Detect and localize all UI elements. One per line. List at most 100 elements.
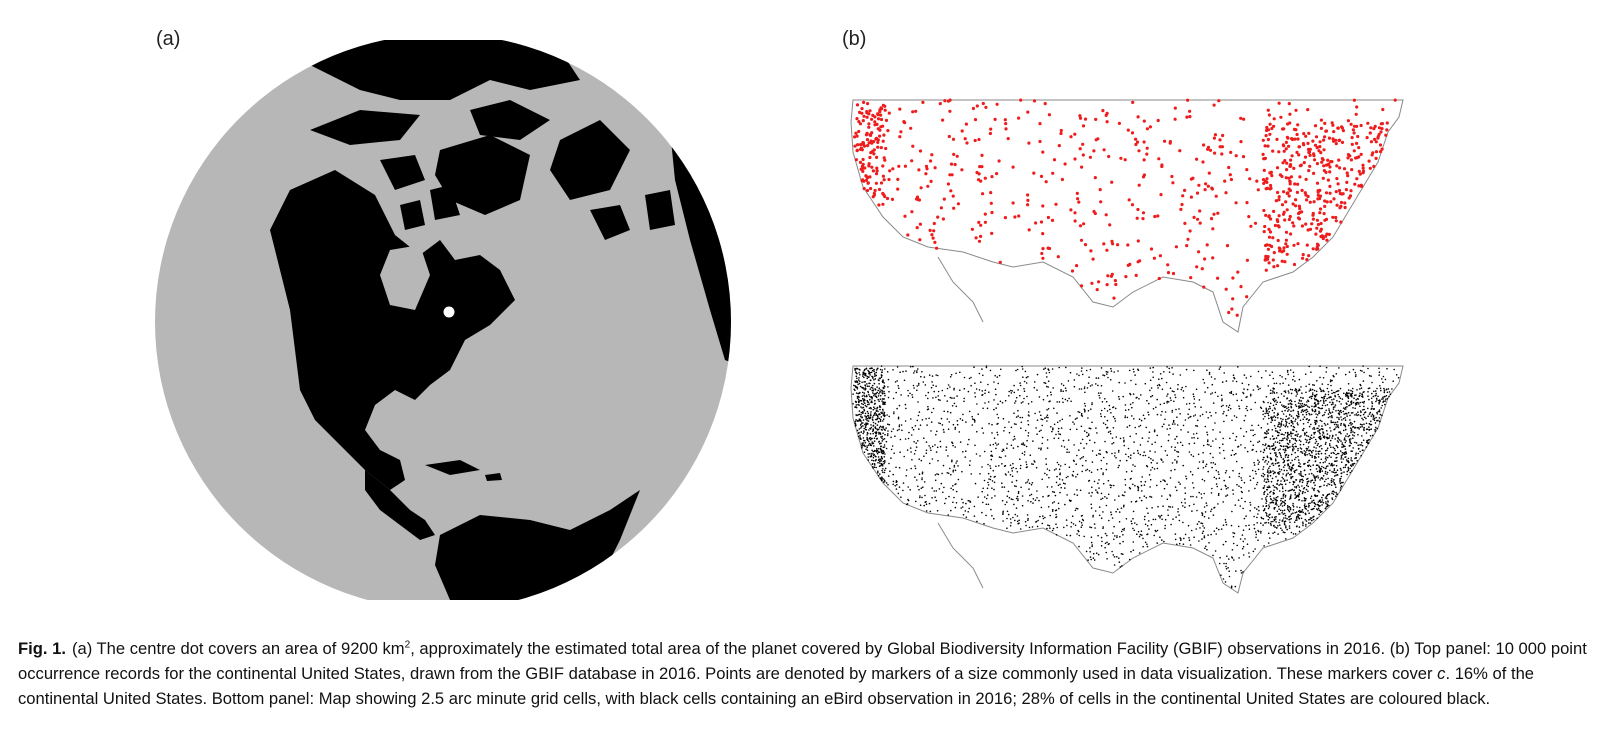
map-point bbox=[1332, 197, 1336, 201]
map-point bbox=[1107, 479, 1110, 482]
map-point bbox=[973, 366, 975, 368]
map-point bbox=[1316, 517, 1318, 520]
map-point bbox=[1002, 417, 1005, 420]
map-point bbox=[1034, 499, 1037, 501]
map-point bbox=[1300, 448, 1303, 450]
map-point bbox=[1041, 522, 1044, 525]
map-point bbox=[989, 127, 993, 131]
map-point bbox=[931, 445, 934, 448]
map-point bbox=[1145, 152, 1149, 156]
map-point bbox=[1294, 389, 1296, 392]
map-point bbox=[1083, 535, 1085, 538]
map-point bbox=[1152, 256, 1156, 260]
map-point bbox=[1269, 470, 1272, 472]
map-point bbox=[1264, 461, 1266, 463]
map-point bbox=[1295, 525, 1298, 528]
map-point bbox=[1311, 508, 1313, 511]
map-point bbox=[1294, 108, 1298, 112]
map-point bbox=[1357, 184, 1361, 188]
map-point bbox=[915, 195, 920, 199]
map-point bbox=[1077, 530, 1080, 533]
map-point bbox=[1317, 400, 1320, 403]
map-point bbox=[1295, 456, 1297, 459]
map-point bbox=[1288, 525, 1291, 527]
map-point bbox=[1180, 539, 1182, 542]
map-point bbox=[1065, 389, 1067, 392]
map-point bbox=[1285, 526, 1287, 529]
map-point bbox=[1371, 434, 1374, 437]
map-point bbox=[1282, 424, 1285, 426]
map-point bbox=[953, 464, 956, 467]
map-point bbox=[977, 413, 979, 415]
map-point bbox=[883, 438, 886, 440]
map-point bbox=[1277, 417, 1279, 419]
map-point bbox=[1083, 243, 1088, 247]
map-point bbox=[1202, 143, 1206, 147]
map-point bbox=[1205, 502, 1208, 504]
map-point bbox=[1206, 504, 1208, 507]
map-point bbox=[1281, 487, 1284, 490]
map-point bbox=[1122, 534, 1124, 536]
map-point bbox=[1363, 400, 1365, 403]
map-point bbox=[1287, 384, 1290, 386]
map-point bbox=[1176, 388, 1179, 390]
map-point bbox=[1173, 390, 1175, 393]
map-point bbox=[1117, 451, 1120, 453]
map-point bbox=[950, 473, 952, 476]
map-point bbox=[1267, 515, 1269, 518]
map-point bbox=[862, 398, 864, 400]
north-america bbox=[270, 170, 515, 490]
map-point bbox=[1136, 449, 1139, 452]
map-point bbox=[1266, 493, 1269, 495]
map-point bbox=[1038, 139, 1042, 144]
map-point bbox=[1032, 498, 1035, 500]
map-point bbox=[1071, 515, 1074, 517]
map-point bbox=[1379, 387, 1382, 390]
map-point bbox=[1346, 119, 1350, 123]
map-point bbox=[1222, 437, 1224, 440]
map-point bbox=[1057, 430, 1060, 433]
map-point bbox=[1318, 211, 1322, 215]
map-point bbox=[1211, 256, 1215, 260]
map-point bbox=[1322, 377, 1325, 379]
map-point bbox=[1047, 386, 1049, 388]
map-point bbox=[1076, 417, 1078, 419]
map-point bbox=[1010, 389, 1012, 392]
map-point bbox=[1150, 461, 1153, 464]
map-point bbox=[1335, 164, 1339, 168]
map-point bbox=[918, 382, 920, 385]
map-point bbox=[1265, 498, 1267, 501]
map-point bbox=[1271, 371, 1274, 373]
map-point bbox=[1181, 194, 1185, 198]
map-point bbox=[1099, 449, 1101, 452]
map-point bbox=[923, 437, 925, 439]
map-point bbox=[1182, 390, 1185, 392]
map-point bbox=[1326, 178, 1330, 182]
map-point bbox=[1273, 497, 1275, 499]
map-point bbox=[1300, 517, 1303, 520]
map-point bbox=[1351, 470, 1353, 472]
map-point bbox=[896, 366, 899, 368]
map-point bbox=[1347, 457, 1350, 460]
map-point bbox=[1385, 394, 1388, 397]
map-point bbox=[1339, 481, 1341, 483]
map-point bbox=[1262, 451, 1265, 454]
map-point bbox=[1270, 421, 1272, 424]
map-point bbox=[878, 440, 880, 443]
map-point bbox=[1310, 450, 1313, 453]
map-point bbox=[984, 105, 988, 109]
map-point bbox=[1052, 508, 1054, 511]
map-point bbox=[1159, 480, 1162, 483]
map-point bbox=[907, 437, 910, 440]
map-point bbox=[1351, 396, 1353, 398]
map-point bbox=[1272, 520, 1274, 523]
map-point bbox=[1217, 99, 1221, 103]
map-point bbox=[1277, 214, 1281, 218]
map-point bbox=[1306, 453, 1308, 456]
map-point bbox=[1305, 523, 1307, 526]
map-point bbox=[1312, 428, 1314, 430]
map-point bbox=[1298, 486, 1301, 488]
map-point bbox=[1381, 378, 1383, 380]
map-point bbox=[1275, 399, 1277, 402]
map-point bbox=[1347, 435, 1349, 438]
